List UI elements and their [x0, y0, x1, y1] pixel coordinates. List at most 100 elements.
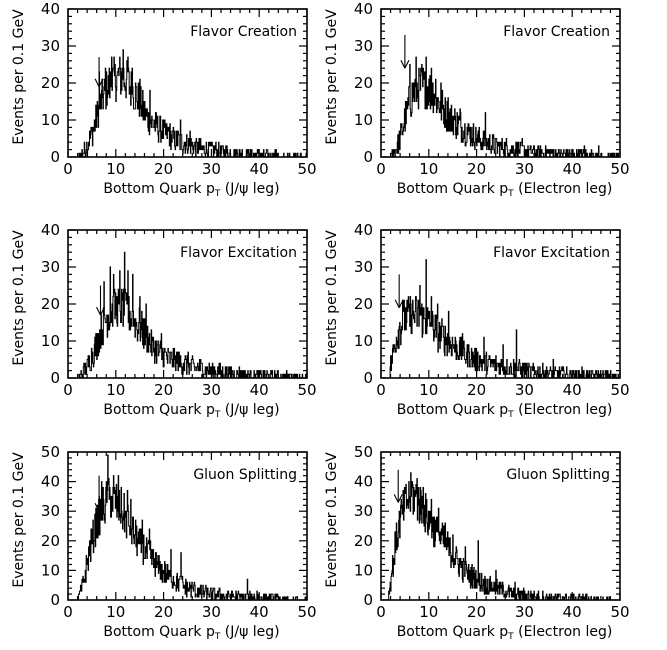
x-tick-label: 30 [202, 603, 221, 621]
x-tick-label: 40 [563, 603, 582, 621]
panel-3: 0 10 20 30 40 50 0 10 20 30 40 Bottom Quark pT (J/ψ… [11, 221, 317, 420]
x-tick-label: 0 [63, 603, 73, 621]
arrow-head-left [393, 494, 399, 503]
arrow-head-left [94, 78, 100, 87]
x-tick-label: 40 [563, 381, 582, 399]
x-tick-label: 0 [376, 160, 386, 178]
x-tick-label: 30 [515, 381, 534, 399]
y-axis-title: Events per 0.1 GeV [11, 9, 27, 145]
x-axis-title: Bottom Quark pT (J/ψ leg) [103, 181, 279, 199]
panel-title: Flavor Creation [503, 24, 610, 40]
arrow-head-right [98, 502, 104, 512]
histogram-series [381, 259, 620, 379]
x-tick-label: 50 [610, 381, 629, 399]
y-tick-label: 10 [41, 332, 60, 350]
x-tick-label: 20 [154, 160, 173, 178]
panel-5: 0 10 20 30 40 50 0 10 20 30 40 50 Bottom Quark pT (J… [11, 443, 317, 642]
x-tick-label: 30 [202, 381, 221, 399]
x-tick-label: 30 [515, 603, 534, 621]
y-axis-title: Events per 0.1 GeV [324, 9, 340, 145]
y-tick-label: 10 [41, 561, 60, 579]
panel-title: Gluon Splitting [506, 467, 610, 483]
y-tick-label: 40 [41, 473, 60, 491]
panel-2: 0 10 20 30 40 50 0 10 20 30 40 Bottom Quark pT (Ele… [324, 0, 630, 199]
x-tick-label: 40 [250, 160, 269, 178]
y-tick-label: 0 [363, 369, 373, 387]
arrow-marker [96, 285, 105, 316]
y-tick-label: 30 [41, 258, 60, 276]
y-tick-label: 30 [41, 37, 60, 55]
y-axis-title: Events per 0.1 GeV [11, 452, 27, 588]
x-axis-title: Bottom Quark pT (Electron leg) [397, 402, 613, 420]
x-tick-label: 10 [419, 160, 438, 178]
panel-6: 0 10 20 30 40 50 0 10 20 30 40 50 Bottom Quark pT (E… [324, 443, 630, 642]
x-tick-label: 50 [610, 603, 629, 621]
x-tick-label: 20 [467, 160, 486, 178]
x-axis-title: Bottom Quark pT (Electron leg) [397, 181, 613, 199]
x-axis-title: Bottom Quark pT (J/ψ leg) [103, 402, 279, 420]
x-tick-label: 40 [250, 381, 269, 399]
x-tick-label: 30 [202, 160, 221, 178]
x-axis-title: Bottom Quark pT (Electron leg) [397, 624, 613, 642]
x-tick-label: 50 [610, 160, 629, 178]
panel-title: Flavor Creation [190, 24, 297, 40]
y-tick-label: 0 [50, 148, 60, 166]
y-tick-label: 10 [354, 111, 373, 129]
arrow-head-right [404, 59, 410, 69]
x-tick-label: 40 [250, 603, 269, 621]
x-tick-label: 20 [154, 603, 173, 621]
y-tick-label: 20 [354, 532, 373, 550]
x-tick-label: 50 [297, 381, 316, 399]
arrow-marker [393, 469, 403, 503]
arrow-head-left [94, 502, 100, 512]
x-tick-label: 0 [376, 603, 386, 621]
y-tick-label: 30 [41, 502, 60, 520]
histogram-series [68, 251, 307, 379]
y-tick-label: 40 [41, 221, 60, 239]
x-tick-label: 0 [376, 381, 386, 399]
y-tick-label: 40 [41, 0, 60, 18]
y-tick-label: 10 [354, 332, 373, 350]
y-tick-label: 0 [363, 591, 373, 609]
y-tick-label: 50 [354, 443, 373, 461]
y-tick-label: 30 [354, 502, 373, 520]
arrow-head-right [98, 78, 104, 87]
arrow-head-right [397, 494, 403, 503]
y-axis-title: Events per 0.1 GeV [11, 230, 27, 366]
plot-frame [67, 451, 308, 601]
y-tick-label: 20 [41, 532, 60, 550]
x-tick-label: 10 [419, 381, 438, 399]
x-tick-label: 0 [63, 160, 73, 178]
y-tick-label: 0 [363, 148, 373, 166]
y-axis-title: Events per 0.1 GeV [324, 452, 340, 588]
arrow-head-left [96, 306, 101, 316]
x-tick-label: 10 [106, 160, 125, 178]
x-tick-label: 20 [467, 603, 486, 621]
y-tick-label: 40 [354, 473, 373, 491]
y-tick-label: 50 [41, 443, 60, 461]
arrow-head-left [394, 299, 400, 308]
arrow-marker [394, 274, 404, 308]
y-tick-label: 10 [41, 111, 60, 129]
arrow-head-left [400, 59, 406, 69]
x-tick-label: 30 [515, 160, 534, 178]
y-tick-label: 20 [41, 295, 60, 313]
y-tick-label: 20 [354, 74, 373, 92]
y-tick-label: 30 [354, 37, 373, 55]
arrow-head-right [100, 306, 105, 316]
y-tick-label: 40 [354, 0, 373, 18]
panel-title: Flavor Excitation [180, 245, 297, 261]
x-tick-label: 10 [106, 381, 125, 399]
arrow-marker [400, 34, 410, 69]
x-tick-label: 10 [419, 603, 438, 621]
x-tick-label: 50 [297, 603, 316, 621]
x-tick-label: 40 [563, 160, 582, 178]
y-axis-title: Events per 0.1 GeV [324, 230, 340, 366]
plot-frame [380, 451, 621, 601]
arrow-marker [94, 475, 104, 512]
y-tick-label: 0 [50, 591, 60, 609]
histogram-series [381, 56, 620, 158]
y-tick-label: 20 [354, 295, 373, 313]
histogram-series [68, 49, 308, 158]
